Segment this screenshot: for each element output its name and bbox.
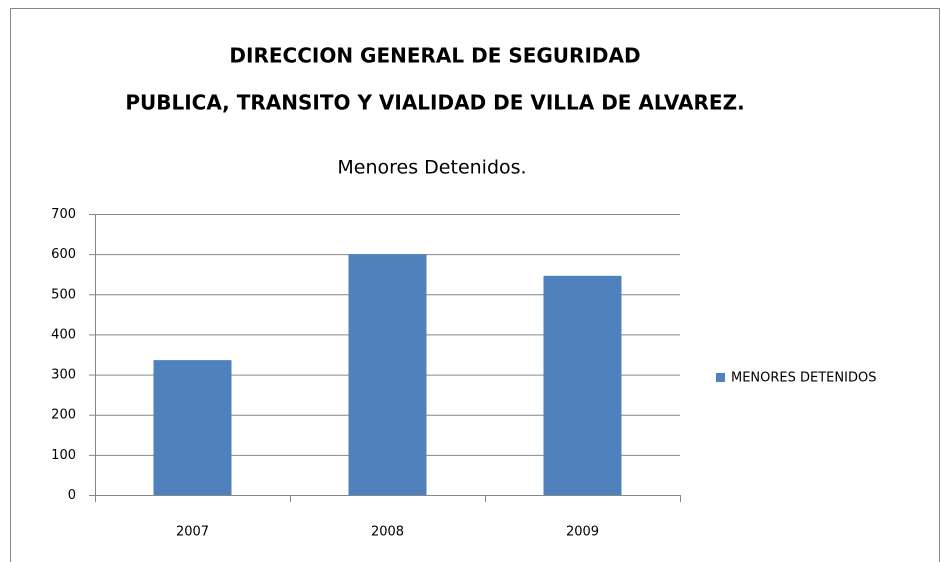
y-tick-label: 400	[51, 327, 76, 342]
y-tick-label: 200	[51, 408, 76, 423]
bar	[348, 254, 427, 495]
x-tick-label: 2008	[371, 525, 404, 540]
legend-label: MENORES DETENIDOS	[731, 371, 876, 386]
y-tick-label: 0	[68, 488, 76, 503]
x-tick-label: 2007	[176, 525, 209, 540]
y-tick-label: 300	[51, 368, 76, 383]
chart-title: PUBLICA, TRANSITO Y VIALIDAD DE VILLA DE…	[125, 91, 744, 115]
y-tick-label: 500	[51, 287, 76, 302]
y-tick-label: 600	[51, 247, 76, 262]
y-tick-label: 700	[51, 207, 76, 222]
chart-subtitle: Menores Detenidos.	[337, 157, 526, 179]
legend-swatch	[716, 373, 725, 382]
bar	[543, 275, 622, 495]
chart-title: DIRECCION GENERAL DE SEGURIDAD	[229, 44, 640, 68]
x-tick-label: 2009	[566, 525, 599, 540]
bar	[153, 360, 232, 495]
y-tick-label: 100	[51, 448, 76, 463]
